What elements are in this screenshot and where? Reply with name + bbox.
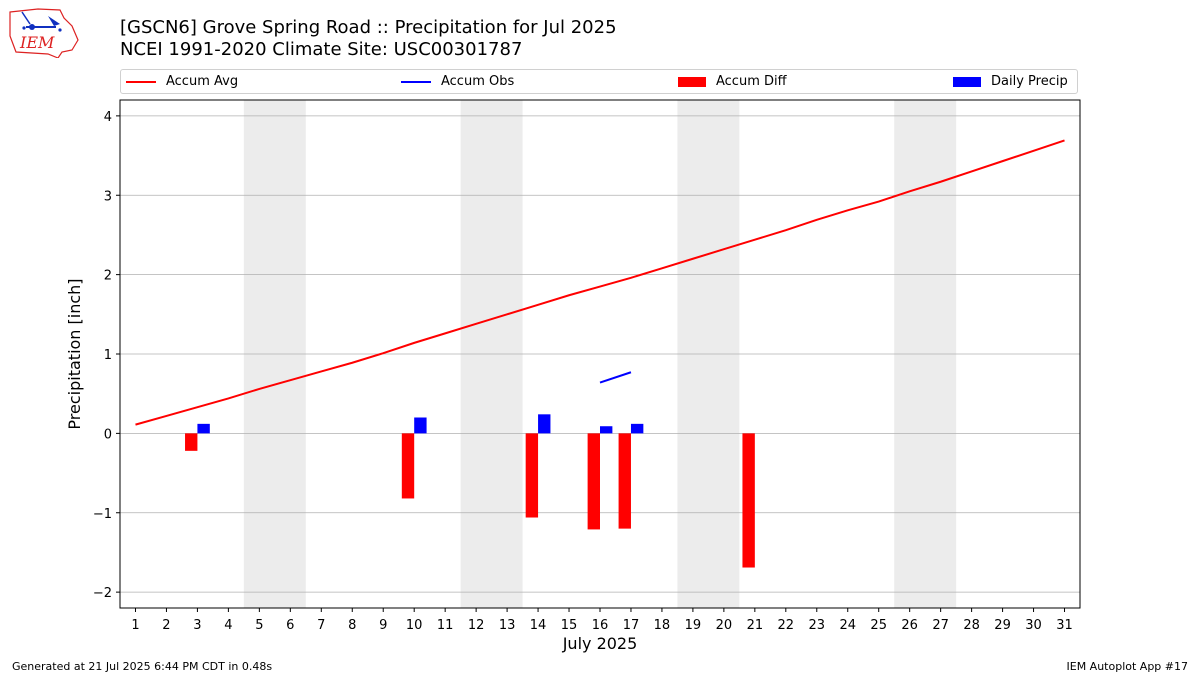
- x-tick-label: 3: [193, 618, 201, 633]
- x-tick-label: 10: [406, 618, 423, 633]
- y-tick-label: 1: [104, 348, 112, 363]
- footer-app: IEM Autoplot App #17: [1066, 660, 1189, 673]
- legend-label-daily-precip: Daily Precip: [991, 74, 1068, 89]
- x-tick-label: 13: [499, 618, 516, 633]
- daily-precip-bar: [538, 414, 551, 434]
- legend-swatch-accum-obs: [401, 81, 431, 83]
- x-tick-label: 7: [317, 618, 325, 633]
- x-tick-label: 14: [530, 618, 547, 633]
- x-tick-label: 31: [1056, 618, 1073, 633]
- x-tick-label: 2: [162, 618, 170, 633]
- x-tick-label: 30: [1025, 618, 1042, 633]
- y-tick-label: 3: [104, 189, 112, 204]
- x-tick-label: 12: [468, 618, 485, 633]
- bars: [185, 414, 755, 568]
- x-tick-label: 15: [561, 618, 578, 633]
- chart-title: [GSCN6] Grove Spring Road :: Precipitati…: [120, 17, 617, 38]
- x-tick-label: 9: [379, 618, 387, 633]
- x-tick-label: 28: [963, 618, 980, 633]
- x-tick-label: 6: [286, 618, 294, 633]
- legend-swatch-accum-avg: [126, 81, 156, 83]
- daily-precip-bar: [630, 423, 644, 434]
- legend-swatch-accum-diff: [678, 77, 706, 87]
- legend: Accum Avg Accum Obs Accum Diff Daily Pre…: [120, 69, 1078, 94]
- x-tick-label: 26: [901, 618, 918, 633]
- legend-item-accum-diff: Accum Diff: [678, 74, 787, 90]
- accum-diff-bar: [185, 433, 198, 451]
- accum-diff-bar: [525, 433, 539, 518]
- y-axis-label: Precipitation [inch]: [65, 278, 84, 429]
- x-tick-label: 17: [623, 618, 640, 633]
- chart-subtitle: NCEI 1991-2020 Climate Site: USC00301787: [120, 39, 523, 60]
- y-tick-label: −2: [93, 586, 112, 601]
- x-tick-label: 4: [224, 618, 232, 633]
- x-tick-label: 19: [685, 618, 702, 633]
- accum-avg-line: [135, 139, 1065, 426]
- daily-precip-bar: [600, 426, 613, 434]
- legend-label-accum-avg: Accum Avg: [166, 74, 239, 89]
- x-tick-label: 29: [994, 618, 1011, 633]
- footer-generated: Generated at 21 Jul 2025 6:44 PM CDT in …: [12, 660, 273, 673]
- iem-logo: IEM: [9, 8, 79, 58]
- daily-precip-bar: [414, 417, 427, 434]
- accum-diff-bar: [401, 433, 415, 499]
- legend-swatch-daily-precip: [953, 77, 981, 87]
- legend-label-accum-diff: Accum Diff: [716, 74, 787, 89]
- legend-item-daily-precip: Daily Precip: [953, 74, 1068, 90]
- legend-item-accum-avg: Accum Avg: [126, 74, 238, 90]
- x-tick-label: 27: [932, 618, 949, 633]
- legend-label-accum-obs: Accum Obs: [441, 74, 515, 89]
- accum-obs-line: [599, 371, 632, 384]
- x-tick-label: 5: [255, 618, 263, 633]
- x-tick-label: 18: [654, 618, 671, 633]
- x-tick-label: 21: [747, 618, 764, 633]
- x-tick-label: 24: [839, 618, 856, 633]
- legend-item-accum-obs: Accum Obs: [401, 74, 514, 90]
- y-tick-label: 2: [104, 269, 112, 284]
- x-tick-label: 23: [809, 618, 826, 633]
- logo-text: IEM: [19, 33, 55, 52]
- x-tick-label: 1: [131, 618, 139, 633]
- x-axis-label: July 2025: [562, 634, 638, 653]
- x-axis-ticks: 1 2 3 4 5 6 7 8 9 10 11 12 13 14 15 16 17 18 19 20 21 22 23 24 2…: [131, 608, 1073, 633]
- x-tick-label: 11: [437, 618, 454, 633]
- x-tick-label: 16: [592, 618, 609, 633]
- x-tick-label: 22: [778, 618, 795, 633]
- y-tick-label: −1: [93, 507, 112, 522]
- x-tick-label: 20: [716, 618, 733, 633]
- lines: [135, 139, 1065, 426]
- y-axis-ticks: −2 −1 0 1 2 3 4: [93, 110, 120, 601]
- daily-precip-bar: [197, 423, 210, 434]
- y-tick-label: 4: [104, 110, 112, 125]
- y-tick-label: 0: [104, 427, 112, 442]
- accum-diff-bar: [587, 433, 600, 530]
- accum-diff-bar: [742, 433, 755, 568]
- x-tick-label: 25: [870, 618, 887, 633]
- x-tick-label: 8: [348, 618, 356, 633]
- accum-diff-bar: [618, 433, 631, 529]
